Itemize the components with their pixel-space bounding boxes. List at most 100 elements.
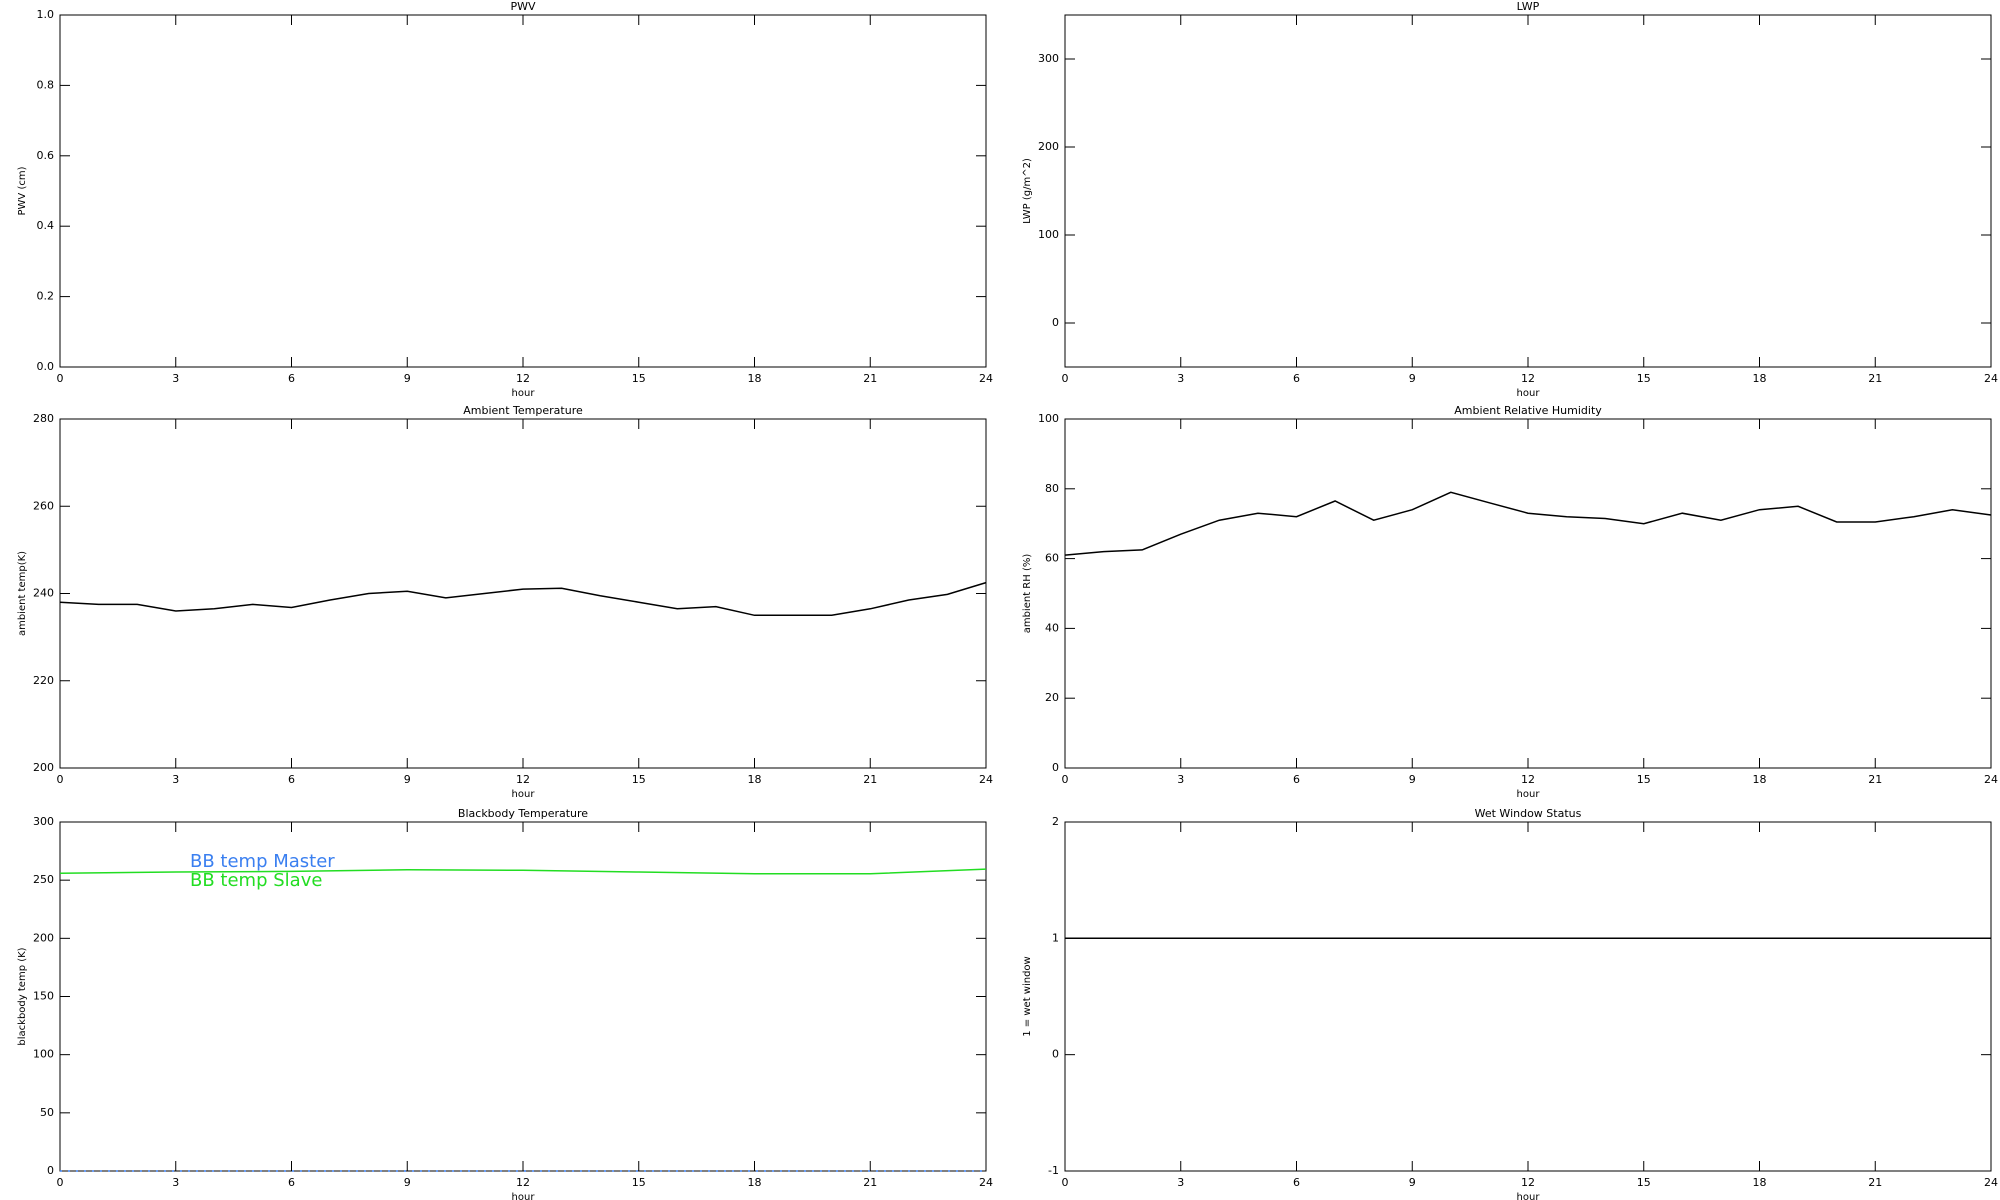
y-tick-label: 0.0: [37, 360, 55, 373]
x-tick-label: 6: [1293, 1176, 1300, 1189]
y-tick-label: 20: [1045, 691, 1059, 704]
y-tick-label: 200: [33, 761, 54, 774]
chart-title: PWV: [510, 0, 536, 13]
y-tick-label: 1.0: [37, 8, 55, 21]
x-tick-label: 18: [1753, 1176, 1767, 1189]
x-axis-label: hour: [512, 388, 536, 399]
x-tick-label: 0: [57, 1176, 64, 1189]
x-tick-label: 15: [1637, 372, 1651, 385]
x-tick-label: 3: [1177, 1176, 1184, 1189]
x-tick-label: 15: [632, 1176, 646, 1189]
x-tick-label: 9: [1409, 1176, 1416, 1189]
x-axis-label: hour: [512, 1192, 536, 1200]
x-tick-label: 18: [1753, 773, 1767, 786]
x-tick-label: 9: [404, 372, 411, 385]
x-tick-label: 9: [404, 1176, 411, 1189]
x-tick-label: 0: [1062, 372, 1069, 385]
x-axis-label: hour: [1517, 789, 1541, 800]
x-tick-label: 18: [748, 773, 762, 786]
y-tick-label: 60: [1045, 552, 1059, 565]
y-tick-label: 0: [1052, 316, 1059, 329]
plot-frame: [59, 418, 987, 769]
y-axis-label: LWP (g/m^2): [1022, 158, 1033, 224]
x-tick-label: 24: [1984, 773, 1998, 786]
chart-title: Wet Window Status: [1475, 807, 1582, 820]
chart-title: LWP: [1517, 0, 1540, 13]
x-tick-label: 12: [516, 372, 530, 385]
y-tick-label: 240: [33, 587, 54, 600]
y-axis-label: ambient RH (%): [1022, 554, 1033, 634]
x-tick-label: 9: [1409, 773, 1416, 786]
x-axis-label: hour: [1517, 388, 1541, 399]
y-axis-label: ambient temp(K): [17, 551, 28, 636]
y-tick-label: 250: [33, 873, 54, 886]
y-tick-label: 100: [33, 1048, 54, 1061]
x-tick-label: 3: [1177, 773, 1184, 786]
chart-title: Ambient Temperature: [463, 404, 583, 417]
x-tick-label: 6: [288, 773, 295, 786]
x-tick-label: 15: [1637, 1176, 1651, 1189]
plot-frame: [1064, 418, 1992, 769]
x-tick-label: 6: [1293, 372, 1300, 385]
y-tick-label: 0.6: [37, 149, 55, 162]
y-tick-label: 260: [33, 499, 54, 512]
y-tick-label: 1: [1052, 931, 1059, 944]
x-tick-label: 9: [404, 773, 411, 786]
x-tick-label: 15: [632, 773, 646, 786]
legend-label: BB temp Master: [190, 851, 335, 872]
x-tick-label: 21: [1868, 372, 1882, 385]
plot-frame: [1064, 14, 1992, 368]
y-axis-label: blackbody temp (K): [17, 947, 28, 1045]
x-tick-label: 24: [979, 372, 993, 385]
y-tick-label: 0.8: [37, 78, 55, 91]
x-axis-label: hour: [1517, 1192, 1541, 1200]
y-tick-label: 2: [1052, 815, 1059, 828]
y-tick-label: 100: [1038, 228, 1059, 241]
x-tick-label: 21: [1868, 773, 1882, 786]
y-tick-label: 280: [33, 412, 54, 425]
x-tick-label: 3: [172, 1176, 179, 1189]
x-tick-label: 24: [1984, 372, 1998, 385]
plot-frame: [59, 14, 987, 368]
y-tick-label: 220: [33, 674, 54, 687]
x-tick-label: 3: [1177, 372, 1184, 385]
legend-label: BB temp Slave: [190, 870, 322, 891]
x-tick-label: 18: [748, 1176, 762, 1189]
x-tick-label: 3: [172, 773, 179, 786]
x-tick-label: 24: [1984, 1176, 1998, 1189]
x-tick-label: 21: [1868, 1176, 1882, 1189]
x-tick-label: 12: [1521, 773, 1535, 786]
x-tick-label: 21: [863, 1176, 877, 1189]
x-tick-label: 12: [1521, 372, 1535, 385]
chart-title: Blackbody Temperature: [458, 807, 588, 820]
x-tick-label: 0: [1062, 773, 1069, 786]
x-axis-label: hour: [512, 789, 536, 800]
x-tick-label: 0: [57, 773, 64, 786]
y-tick-label: 200: [1038, 140, 1059, 153]
x-tick-label: 6: [288, 372, 295, 385]
y-axis-label: 1 = wet window: [1022, 956, 1033, 1036]
y-tick-label: 0: [1052, 1048, 1059, 1061]
x-tick-label: 12: [1521, 1176, 1535, 1189]
y-tick-label: 40: [1045, 621, 1059, 634]
x-tick-label: 18: [1753, 372, 1767, 385]
x-tick-label: 3: [172, 372, 179, 385]
x-tick-label: 15: [632, 372, 646, 385]
x-tick-label: 24: [979, 1176, 993, 1189]
x-tick-label: 12: [516, 1176, 530, 1189]
x-tick-label: 9: [1409, 372, 1416, 385]
plot-frame: [1064, 821, 1992, 1172]
y-tick-label: 200: [33, 931, 54, 944]
y-tick-label: -1: [1048, 1164, 1059, 1177]
y-tick-label: 300: [1038, 52, 1059, 65]
x-tick-label: 6: [1293, 773, 1300, 786]
y-tick-label: 0.4: [37, 219, 55, 232]
y-tick-label: 0: [47, 1164, 54, 1177]
x-tick-label: 12: [516, 773, 530, 786]
x-tick-label: 18: [748, 372, 762, 385]
y-axis-label: PWV (cm): [17, 166, 28, 215]
series-line: [59, 581, 987, 617]
y-tick-label: 80: [1045, 482, 1059, 495]
x-tick-label: 6: [288, 1176, 295, 1189]
